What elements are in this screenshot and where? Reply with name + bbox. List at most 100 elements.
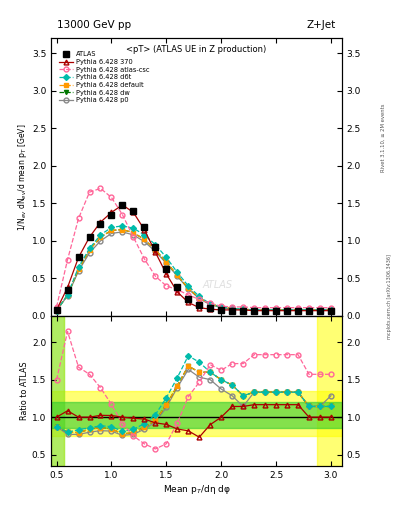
ATLAS (54, 307, 59, 313)
Pythia 6.428 default (230, 305, 235, 311)
Pythia 6.428 370 (252, 308, 257, 314)
Pythia 6.428 default (164, 259, 169, 265)
Pythia 6.428 d6t (285, 307, 289, 313)
Pythia 6.428 atlas-csc (142, 256, 147, 262)
ATLAS (318, 308, 322, 314)
Pythia 6.428 370 (76, 254, 81, 261)
ATLAS (296, 308, 300, 314)
Pythia 6.428 d6t (76, 264, 81, 270)
Pythia 6.428 dw (318, 307, 322, 313)
Pythia 6.428 370 (208, 306, 213, 312)
ATLAS (153, 244, 158, 250)
Pythia 6.428 dw (54, 308, 59, 314)
Pythia 6.428 d6t (307, 307, 311, 313)
Pythia 6.428 d6t (65, 292, 70, 298)
Pythia 6.428 atlas-csc (153, 273, 158, 279)
Pythia 6.428 default (285, 307, 289, 313)
ATLAS (307, 308, 311, 314)
Pythia 6.428 p0 (76, 268, 81, 274)
Pythia 6.428 atlas-csc (208, 300, 213, 306)
Bar (51, 402, 342, 429)
Pythia 6.428 d6t (274, 307, 278, 313)
Pythia 6.428 p0 (109, 230, 114, 237)
Pythia 6.428 default (142, 237, 147, 243)
Pythia 6.428 d6t (98, 232, 103, 238)
Text: Rivet 3.1.10, ≥ 2M events: Rivet 3.1.10, ≥ 2M events (381, 104, 386, 173)
ATLAS (197, 302, 202, 308)
Pythia 6.428 dw (131, 229, 136, 236)
Pythia 6.428 atlas-csc (318, 305, 322, 311)
Pythia 6.428 default (274, 307, 278, 313)
Pythia 6.428 p0 (241, 307, 246, 313)
ATLAS (285, 308, 289, 314)
Pythia 6.428 370 (131, 209, 136, 216)
Pythia 6.428 p0 (131, 232, 136, 238)
ATLAS (219, 307, 224, 313)
ATLAS (87, 234, 92, 240)
Bar (51, 316, 64, 466)
ATLAS (109, 211, 114, 218)
Pythia 6.428 default (197, 295, 202, 301)
Pythia 6.428 p0 (230, 306, 235, 312)
Pythia 6.428 atlas-csc (241, 304, 246, 310)
Pythia 6.428 atlas-csc (307, 305, 311, 311)
ATLAS (76, 254, 81, 261)
Pythia 6.428 p0 (164, 260, 169, 266)
ATLAS (98, 221, 103, 227)
Pythia 6.428 370 (197, 305, 202, 311)
Pythia 6.428 default (307, 307, 311, 313)
Pythia 6.428 atlas-csc (175, 287, 180, 293)
ATLAS (252, 308, 257, 314)
Pythia 6.428 p0 (285, 307, 289, 313)
Pythia 6.428 p0 (263, 307, 268, 313)
Pythia 6.428 dw (252, 307, 257, 313)
Pythia 6.428 d6t (318, 307, 322, 313)
ATLAS (208, 305, 213, 311)
Pythia 6.428 d6t (296, 307, 300, 313)
Pythia 6.428 default (175, 272, 180, 279)
Pythia 6.428 d6t (219, 304, 224, 310)
Pythia 6.428 atlas-csc (296, 305, 300, 311)
Pythia 6.428 dw (329, 307, 333, 313)
Pythia 6.428 atlas-csc (274, 305, 278, 311)
Pythia 6.428 370 (87, 234, 92, 240)
Pythia 6.428 atlas-csc (263, 305, 268, 311)
Line: Pythia 6.428 atlas-csc: Pythia 6.428 atlas-csc (54, 186, 333, 310)
Pythia 6.428 default (65, 292, 70, 298)
Pythia 6.428 370 (164, 271, 169, 277)
Pythia 6.428 default (131, 229, 136, 236)
Pythia 6.428 default (329, 307, 333, 313)
Bar (51, 391, 342, 436)
Pythia 6.428 atlas-csc (131, 234, 136, 240)
Pythia 6.428 370 (329, 308, 333, 314)
Pythia 6.428 default (54, 308, 59, 314)
Pythia 6.428 atlas-csc (87, 189, 92, 195)
Y-axis label: Ratio to ATLAS: Ratio to ATLAS (20, 361, 29, 420)
Text: Z+Jet: Z+Jet (307, 20, 336, 30)
Pythia 6.428 default (87, 247, 92, 253)
Pythia 6.428 dw (120, 227, 125, 233)
Y-axis label: 1/N$_{ev}$ dN$_{ev}$/d mean p$_{T}$ [GeV]: 1/N$_{ev}$ dN$_{ev}$/d mean p$_{T}$ [GeV… (16, 123, 29, 231)
Pythia 6.428 dw (307, 307, 311, 313)
Pythia 6.428 dw (142, 237, 147, 243)
Pythia 6.428 dw (153, 247, 158, 253)
ATLAS (274, 308, 278, 314)
Pythia 6.428 p0 (274, 307, 278, 313)
X-axis label: Mean p$_{T}$/dη dφ: Mean p$_{T}$/dη dφ (163, 482, 230, 496)
Pythia 6.428 dw (186, 285, 191, 291)
ATLAS (164, 266, 169, 272)
Pythia 6.428 default (296, 307, 300, 313)
Bar (51, 316, 64, 466)
ATLAS (241, 308, 246, 314)
Pythia 6.428 d6t (230, 305, 235, 311)
Pythia 6.428 default (186, 285, 191, 291)
Pythia 6.428 370 (296, 308, 300, 314)
Pythia 6.428 dw (76, 266, 81, 272)
Pythia 6.428 atlas-csc (197, 296, 202, 303)
Pythia 6.428 atlas-csc (98, 185, 103, 191)
Pythia 6.428 d6t (329, 307, 333, 313)
Pythia 6.428 p0 (153, 248, 158, 254)
Pythia 6.428 d6t (263, 307, 268, 313)
Pythia 6.428 p0 (307, 307, 311, 313)
Bar (317, 316, 342, 466)
